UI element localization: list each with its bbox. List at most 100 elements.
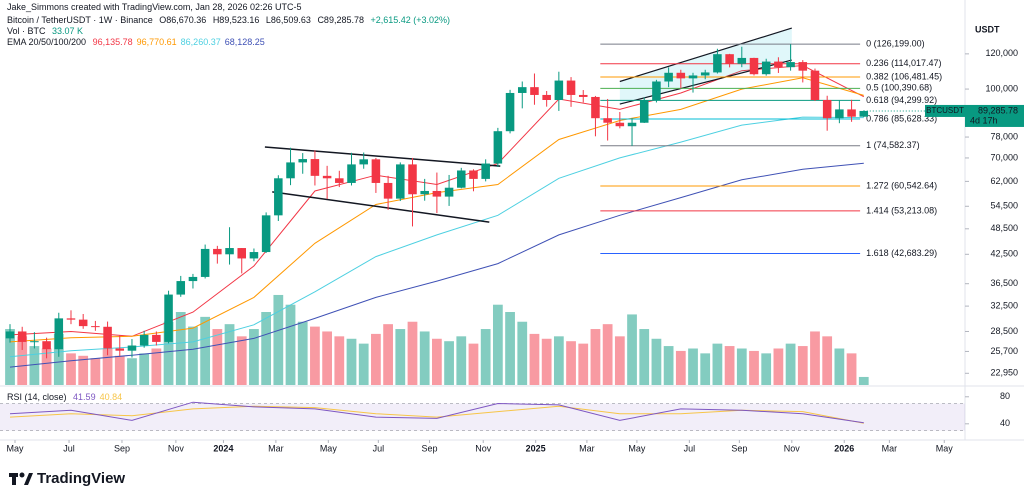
- x-tick-label: Nov: [168, 443, 185, 453]
- candle-body: [115, 348, 125, 351]
- volume-bar: [200, 316, 211, 385]
- fib-label: 0 (126,199.00): [866, 39, 925, 49]
- trend-line: [264, 146, 501, 167]
- candle-body: [847, 109, 856, 117]
- candle-body: [859, 110, 869, 117]
- volume-bar: [590, 329, 601, 385]
- volume-bar: [236, 336, 247, 385]
- logo: [9, 472, 33, 485]
- volume-bar: [858, 376, 869, 385]
- y-tick-label: 36,500: [990, 278, 1018, 288]
- ema-legend: EMA 20/50/100/200 96,135.78 96,770.61 86,2…: [7, 37, 269, 48]
- y-tick-label: 25,700: [990, 346, 1018, 356]
- candle-body: [810, 70, 820, 100]
- volume-bar: [675, 350, 686, 385]
- candle-body: [652, 81, 661, 101]
- volume-bar: [407, 321, 418, 385]
- candle-body: [274, 178, 283, 216]
- candle-body: [164, 294, 173, 342]
- volume-bar: [468, 343, 479, 385]
- candle-body: [335, 178, 344, 183]
- volume-bar: [66, 353, 76, 385]
- volume-bar: [17, 336, 28, 385]
- candle-body: [700, 72, 710, 76]
- candle-body: [54, 318, 64, 350]
- candle-body: [261, 215, 271, 253]
- price-tag-symbol-bg: [925, 104, 965, 117]
- volume-bar: [395, 329, 406, 385]
- volume-bar: [383, 324, 393, 385]
- candle-body: [615, 122, 625, 127]
- x-tick-label: Nov: [784, 443, 801, 453]
- candle-body: [298, 159, 307, 163]
- volume-bar: [102, 348, 113, 385]
- x-tick-label: May: [320, 443, 338, 453]
- volume-bar: [602, 324, 613, 385]
- candle-body: [542, 94, 551, 100]
- volume-bar: [785, 343, 796, 385]
- volume-bar: [505, 312, 515, 385]
- volume-bar: [773, 348, 784, 385]
- volume-bar: [663, 346, 674, 385]
- candle-body: [713, 54, 722, 73]
- volume-bar: [285, 304, 296, 385]
- volume-bar: [846, 353, 857, 385]
- y-tick-label: 70,000: [990, 152, 1018, 162]
- candle-body: [774, 61, 783, 68]
- volume-bar: [188, 326, 198, 385]
- candle-body: [469, 170, 478, 179]
- volume-bar: [273, 294, 284, 385]
- volume-bar: [114, 355, 125, 385]
- x-tick-label: Sep: [114, 443, 130, 453]
- volume-bar: [700, 353, 711, 385]
- symbol: Bitcoin / TetherUSDT · 1W · Binance: [7, 15, 153, 25]
- price-tag-countdown: 4d 17h: [970, 115, 998, 125]
- volume-bar: [517, 321, 528, 385]
- x-tick-label: Jul: [684, 443, 696, 453]
- unit-label: USDT: [975, 24, 1000, 34]
- candle-body: [786, 62, 795, 68]
- price-tag-label: 89,285.78: [978, 105, 1018, 115]
- ohlc-low: L86,509.63: [265, 15, 311, 25]
- candle-body: [310, 159, 320, 176]
- candle-body: [396, 164, 405, 199]
- credit: Jake_Simmons created with TradingView.co…: [7, 2, 302, 12]
- y-tick-label: 32,500: [990, 300, 1018, 310]
- volume-bar: [346, 338, 357, 385]
- y-tick-label: 120,000: [985, 48, 1018, 58]
- price-tag-symbol: BTCUSDT: [926, 106, 964, 115]
- candle-body: [420, 190, 429, 195]
- candle-body: [505, 92, 515, 132]
- volume-bar: [688, 348, 698, 385]
- volume-bar: [297, 321, 308, 385]
- volume-bar: [90, 358, 101, 385]
- x-tick-label: Jul: [373, 443, 385, 453]
- volume-bar: [492, 304, 503, 385]
- x-tick-label: 2025: [526, 443, 546, 453]
- candle-body: [42, 341, 51, 350]
- ohlc-open: O86,670.36: [159, 15, 207, 25]
- rsi-tick-label: 80: [1000, 391, 1010, 401]
- y-tick-label: 78,000: [990, 131, 1018, 141]
- candle-body: [237, 248, 247, 259]
- rsi-tick-label: 40: [1000, 418, 1010, 428]
- candle-body: [444, 187, 454, 197]
- candle-body: [249, 252, 259, 259]
- volume-bar: [322, 331, 332, 385]
- ema-value: 96,770.61: [136, 37, 177, 47]
- y-tick-label: 42,500: [990, 249, 1018, 259]
- change: +2,615.42 (+3.02%): [370, 15, 451, 25]
- volume-bar: [212, 329, 223, 385]
- candle-body: [17, 331, 27, 342]
- volume-bar: [334, 336, 345, 385]
- volume-bar: [5, 329, 15, 385]
- volume-bar: [712, 343, 723, 385]
- volume-bar: [797, 346, 808, 385]
- volume-bar: [529, 333, 540, 385]
- fib-label: 0.236 (114,017.47): [866, 58, 941, 68]
- candle-body: [627, 122, 637, 127]
- candle-body: [798, 62, 808, 71]
- volume-bar: [724, 346, 735, 385]
- rsi-ma-value: 40.84: [99, 392, 123, 402]
